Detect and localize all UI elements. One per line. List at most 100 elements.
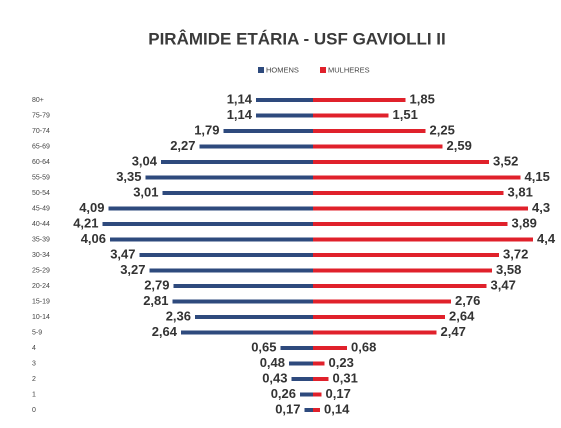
bar bbox=[313, 129, 426, 133]
value-label: 0,23 bbox=[329, 355, 354, 370]
value-label: 2,76 bbox=[455, 293, 480, 308]
value-label: 2,47 bbox=[441, 324, 466, 339]
value-label: 3,58 bbox=[496, 262, 521, 277]
bar bbox=[102, 222, 313, 226]
legend-swatch bbox=[258, 67, 264, 73]
bar bbox=[145, 175, 313, 180]
category-label: 2 bbox=[32, 376, 36, 383]
value-label: 2,64 bbox=[152, 324, 178, 339]
category-label: 30-34 bbox=[32, 252, 50, 259]
value-label: 0,26 bbox=[271, 386, 296, 401]
category-label: 0 bbox=[32, 407, 36, 414]
bar bbox=[223, 129, 313, 133]
value-label: 4,21 bbox=[73, 215, 98, 230]
value-label: 1,79 bbox=[194, 122, 219, 137]
value-label: 4,4 bbox=[537, 231, 556, 246]
category-label: 40-44 bbox=[32, 221, 50, 228]
bar bbox=[313, 206, 528, 211]
value-label: 4,3 bbox=[532, 200, 550, 215]
bar bbox=[195, 315, 313, 319]
value-label: 1,14 bbox=[227, 91, 253, 106]
value-label: 0,48 bbox=[260, 355, 285, 370]
bar bbox=[181, 330, 313, 335]
chart-title: PIRÂMIDE ETÁRIA - USF GAVIOLLI II bbox=[148, 29, 446, 48]
value-label: 2,81 bbox=[143, 293, 168, 308]
value-label: 0,17 bbox=[326, 386, 351, 401]
bar bbox=[313, 408, 320, 412]
bar bbox=[313, 175, 521, 180]
value-label: 0,65 bbox=[251, 339, 276, 354]
bar bbox=[313, 284, 487, 288]
bar bbox=[280, 346, 313, 350]
category-label: 45-49 bbox=[32, 205, 50, 212]
category-label: 35-39 bbox=[32, 236, 50, 243]
category-label: 5-9 bbox=[32, 329, 42, 336]
category-label: 70-74 bbox=[32, 128, 50, 135]
value-label: 2,59 bbox=[447, 138, 472, 153]
bar bbox=[291, 377, 313, 381]
category-label: 1 bbox=[32, 391, 36, 398]
category-label: 80+ bbox=[32, 97, 44, 104]
value-label: 2,79 bbox=[144, 277, 169, 292]
bar bbox=[108, 206, 313, 211]
category-label: 75-79 bbox=[32, 112, 50, 119]
value-label: 1,51 bbox=[393, 107, 418, 122]
bar bbox=[304, 408, 313, 412]
value-label: 0,17 bbox=[275, 401, 300, 416]
bar bbox=[313, 268, 492, 273]
value-label: 2,64 bbox=[449, 308, 475, 323]
bar bbox=[313, 346, 347, 350]
value-label: 3,52 bbox=[493, 153, 518, 168]
category-label: 60-64 bbox=[32, 159, 50, 166]
value-label: 0,43 bbox=[262, 370, 287, 385]
value-label: 0,68 bbox=[351, 339, 376, 354]
bar bbox=[162, 191, 313, 195]
value-label: 1,85 bbox=[410, 91, 435, 106]
value-label: 3,47 bbox=[110, 246, 135, 261]
value-label: 2,27 bbox=[170, 138, 195, 153]
bar bbox=[256, 98, 313, 102]
bar bbox=[149, 268, 313, 273]
bar bbox=[139, 253, 313, 257]
bar bbox=[313, 191, 504, 195]
bar bbox=[313, 113, 389, 118]
value-label: 3,04 bbox=[132, 153, 158, 168]
bar bbox=[161, 160, 313, 164]
category-label: 4 bbox=[32, 345, 36, 352]
bar bbox=[110, 237, 313, 242]
value-label: 4,09 bbox=[79, 200, 104, 215]
value-label: 3,01 bbox=[133, 184, 158, 199]
value-label: 3,47 bbox=[491, 277, 516, 292]
bar bbox=[313, 392, 322, 397]
bar bbox=[313, 160, 489, 164]
value-label: 3,35 bbox=[116, 169, 141, 184]
value-label: 4,06 bbox=[81, 231, 106, 246]
value-label: 3,89 bbox=[512, 215, 537, 230]
legend-label: MULHERES bbox=[328, 65, 370, 74]
bar bbox=[313, 144, 443, 149]
value-label: 4,15 bbox=[525, 169, 550, 184]
value-label: 3,72 bbox=[503, 246, 528, 261]
legend-swatch bbox=[320, 67, 326, 73]
bar bbox=[313, 315, 445, 319]
value-label: 2,25 bbox=[430, 122, 455, 137]
bar bbox=[313, 237, 533, 242]
bar bbox=[173, 284, 313, 288]
bar bbox=[313, 377, 329, 381]
bar bbox=[313, 361, 325, 366]
bar bbox=[289, 361, 313, 366]
bar bbox=[172, 299, 313, 304]
bar bbox=[313, 222, 508, 226]
category-label: 20-24 bbox=[32, 283, 50, 290]
value-label: 2,36 bbox=[166, 308, 191, 323]
bar bbox=[199, 144, 313, 149]
bar bbox=[313, 299, 451, 304]
category-label: 15-19 bbox=[32, 298, 50, 305]
value-label: 0,31 bbox=[333, 370, 358, 385]
bar bbox=[300, 392, 313, 397]
bar bbox=[256, 113, 313, 118]
bar bbox=[313, 330, 437, 335]
value-label: 3,81 bbox=[508, 184, 533, 199]
bar bbox=[313, 98, 406, 102]
